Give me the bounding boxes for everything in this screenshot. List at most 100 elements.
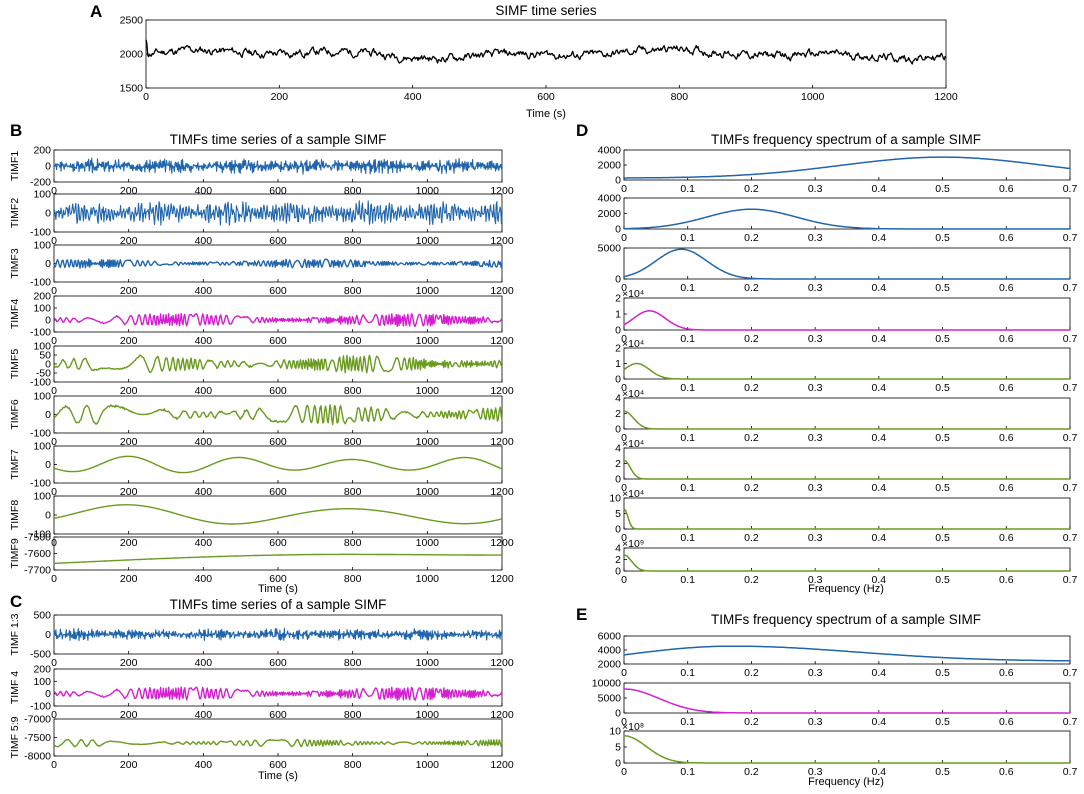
panel-B-sub7-xtick-label: 400 <box>195 486 213 498</box>
panel-B-sub5-ytick-label: 0 <box>45 359 51 371</box>
panel-D-sub4-exponent-label: ×10⁴ <box>622 288 644 300</box>
panel-D-sub7-axes-box <box>623 447 1071 480</box>
panel-B-sub6-xtick-label: 0 <box>51 436 57 448</box>
panel-B-sub3-ytick-label: 0 <box>45 258 51 270</box>
panel-B-sub2-ytick-label: 0 <box>45 208 51 220</box>
panel-E-sub3-xtick-label: 0.4 <box>872 766 887 778</box>
panel-E-sub3-xtick-label: 0.5 <box>935 766 950 778</box>
panel-B-sub9-xtick-label: 1000 <box>416 573 440 585</box>
panel-D-sub3-xtick-label: 0.3 <box>808 282 823 294</box>
panel-B-sub5-ytick-label: -50 <box>36 368 51 380</box>
panel-D-sub5-xtick-label: 0.4 <box>872 382 887 394</box>
panel-B-sub1-ylabel: TIMF1 <box>9 151 21 181</box>
panel-B-sub6-xtick-label: 600 <box>269 436 287 448</box>
panel-B-sub4-xtick-label: 600 <box>269 335 287 347</box>
panel-D-sub2-series-line <box>623 208 1070 230</box>
panel-D-sub9-xtick-label: 0.6 <box>999 574 1014 586</box>
panel-B-sub4-xtick-label: 400 <box>195 335 213 347</box>
panel-B-sub4-ytick-label: 100 <box>33 303 51 315</box>
panel-D-sub1-xtick-label: 0.5 <box>935 183 950 195</box>
panel-D-sub1-ytick-label: 2000 <box>598 160 622 172</box>
panel-B-sub6-xtick-label: 200 <box>120 436 138 448</box>
panel-A-sub1-xtick-label: 400 <box>404 91 422 103</box>
panel-E-sub2-xtick-label: 0.3 <box>808 716 823 728</box>
panel-D-sub9-ytick-label: 0 <box>615 566 621 578</box>
panel-D-sub1-xtick-label: 0.2 <box>744 183 759 195</box>
panel-D-sub5-xtick-label: 0 <box>621 382 627 394</box>
panel-D-sub1-xtick-label: 0.7 <box>1063 183 1078 195</box>
panel-E-sub2-xtick-label: 0.2 <box>744 716 759 728</box>
panel-C-sub3-xtick-label: 0 <box>51 759 57 771</box>
panel-B-sub3-ylabel: TIMF3 <box>9 248 21 278</box>
panel-C-sub3-axes-box <box>53 718 503 757</box>
panel-E-sub3-ytick-label: 5 <box>615 742 621 754</box>
panel-D-sub4-xtick-label: 0.6 <box>999 333 1014 345</box>
panel-D-sub9-xtick-label: 0 <box>621 574 627 586</box>
panel-E-sub1-ytick-label: 6000 <box>598 631 622 643</box>
panel-B-sub2-xtick-label: 1200 <box>490 235 514 247</box>
panel-D-sub2-xtick-label: 0.3 <box>808 232 823 244</box>
panel-B-sub5-xtick-label: 400 <box>195 385 213 397</box>
panel-B-sub8-xtick-label: 200 <box>120 537 138 549</box>
panel-D-sub6-xtick-label: 0.4 <box>872 432 887 444</box>
panel-D-sub2-xtick-label: 0.7 <box>1063 232 1078 244</box>
panel-E-sub3-xtick-label: 0.3 <box>808 766 823 778</box>
panel-D-sub3-series-line <box>623 248 1070 280</box>
panel-B-sub9-ytick-label: -7500 <box>24 532 51 544</box>
panel-B-sub7-ytick-label: 100 <box>33 441 51 453</box>
panel-D-sub4-xtick-label: 0.5 <box>935 333 950 345</box>
panel-D-sub7-ytick-label: 0 <box>615 474 621 486</box>
panel-C-sub2-ylabel: TIMF 4 <box>9 671 21 704</box>
panel-B-sub1-xtick-label: 200 <box>120 185 138 197</box>
panel-E-sub3-axes-box <box>623 730 1071 764</box>
panel-D-sub9-ytick-label: 2 <box>615 554 621 566</box>
panel-E-sub2: 0 5000 10000 0 0.1 0.2 0.3 0.4 0.5 0.6 0.7 <box>592 678 1078 729</box>
panel-D-sub5-xtick-label: 0.5 <box>935 382 950 394</box>
panel-D-sub6-ytick-label: 0 <box>615 424 621 436</box>
panel-B-sub1-series-line <box>53 157 503 175</box>
panel-D-sub8-xtick-label: 0.3 <box>808 532 823 544</box>
panel-D-sub1-xtick-label: 0 <box>621 183 627 195</box>
panel-D-sub5-ytick-label: 0 <box>615 374 621 386</box>
panel-B-sub3-xtick-label: 1200 <box>490 285 514 297</box>
panel-D-sub7-ytick-label: 2 <box>615 458 621 470</box>
panel-B-sub1-xtick-label: 600 <box>269 185 287 197</box>
panel-B-sub2-xtick-label: 200 <box>120 235 138 247</box>
panel-D-sub2-xtick-label: 0.6 <box>999 232 1014 244</box>
panel-E-sub3-ytick-label: 0 <box>615 758 621 770</box>
panel-D-sub6-ytick-label: 2 <box>615 408 621 420</box>
panel-B-sub6-ylabel: TIMF6 <box>9 399 21 429</box>
panel-B-sub7-ytick-label: -100 <box>30 478 51 490</box>
panel-B-sub6-ytick-label: -100 <box>30 428 51 440</box>
panel-C-sub3-ylabel: TIMF 5:9 <box>9 716 21 758</box>
panel-B-sub5-xtick-label: 0 <box>51 385 57 397</box>
panel-D-sub9-xtick-label: 0.1 <box>680 574 695 586</box>
panel-E-sub2-ytick-label: 5000 <box>598 693 622 705</box>
panel-B-sub6-ytick-label: 0 <box>45 409 51 421</box>
panel-B-sub7-ylabel: TIMF7 <box>9 449 21 479</box>
panel-D-sub6-xtick-label: 0.1 <box>680 432 695 444</box>
panel-D-sub4-ytick-label: 1 <box>615 309 621 321</box>
panel-B-sub9-ylabel: TIMF9 <box>9 538 21 568</box>
panel-D-sub3-xtick-label: 0.6 <box>999 282 1014 294</box>
panel-D-sub3-ytick-label: 5000 <box>598 243 622 255</box>
panel-B-sub2-xtick-label: 400 <box>195 235 213 247</box>
panel-B-sub6-xtick-label: 1200 <box>490 436 514 448</box>
panel-B-sub8-ytick-label: -100 <box>30 529 51 541</box>
panel-D-sub2-xtick-label: 0.5 <box>935 232 950 244</box>
panel-B-sub5-xtick-label: 1000 <box>416 385 440 397</box>
panel-E-sub3-xtick-label: 0 <box>621 766 627 778</box>
panel-B: B TIMFs time series of a sample SIMF-2000… <box>9 121 514 595</box>
panel-letter-C: C <box>10 592 22 611</box>
panel-D-sub5-xtick-label: 0.2 <box>744 382 759 394</box>
panel-C-sub2-ytick-label: -100 <box>30 701 51 713</box>
panel-D-sub6-axes-box <box>623 397 1071 430</box>
panel-D-sub5-axes-box <box>623 347 1071 380</box>
panel-E-sub1-xtick-label: 0.5 <box>935 667 950 679</box>
panel-D-sub7-xtick-label: 0.4 <box>872 482 887 494</box>
panel-D-sub3: 0 5000 0 0.1 0.2 0.3 0.4 0.5 0.6 0.7 <box>598 243 1078 295</box>
panel-B-sub8-xtick-label: 400 <box>195 537 213 549</box>
